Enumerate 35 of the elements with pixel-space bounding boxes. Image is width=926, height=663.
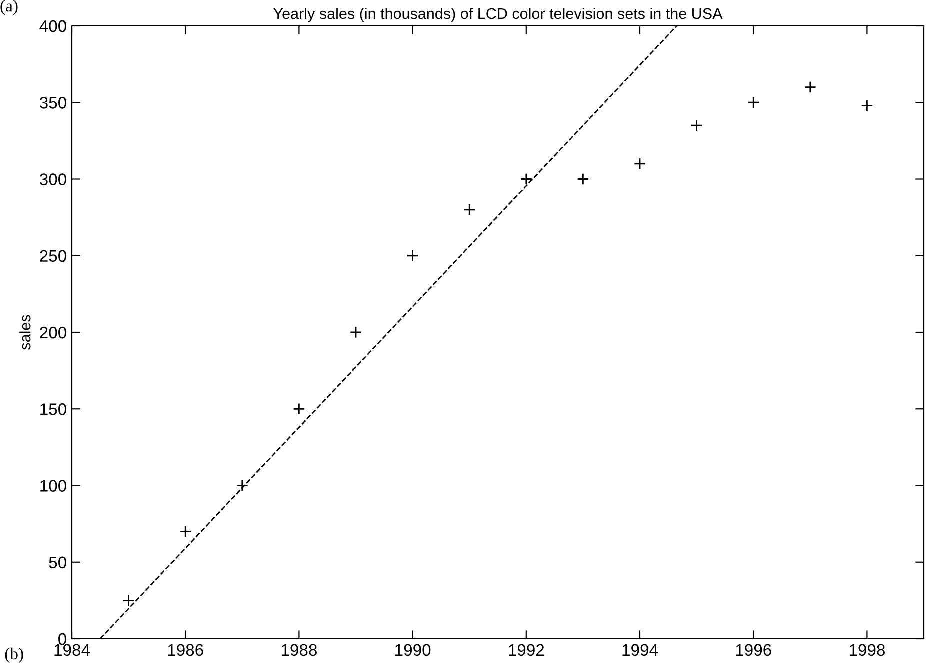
y-tick-label: 300 (40, 174, 66, 186)
x-tick-label: 1994 (622, 644, 658, 656)
y-tick-label: 150 (40, 404, 66, 416)
point (690, 120, 703, 132)
point (122, 594, 135, 607)
y-tick-label: 50 (49, 556, 66, 569)
y-tick-label: 400 (40, 20, 66, 32)
point (464, 204, 476, 216)
point (236, 480, 248, 492)
x-tick-label: 1986 (168, 644, 204, 656)
point (350, 326, 362, 339)
point (577, 173, 590, 186)
y-tick-label: 350 (40, 97, 66, 109)
y-tick-label: 0 (58, 633, 66, 646)
y-tick-label: 250 (40, 250, 66, 262)
x-tick-label: 1990 (396, 644, 431, 656)
x-tick-label: 1998 (850, 644, 886, 656)
point (293, 403, 306, 416)
chart-title: Yearly sales (in thousands) of LCD color television sets in the USA (274, 8, 723, 22)
point (180, 526, 192, 538)
point (406, 250, 419, 262)
y-tick-label: 100 (40, 480, 66, 492)
y-tick-label: 200 (40, 326, 66, 339)
x-tick-label: 1984 (54, 644, 90, 656)
point (861, 100, 874, 112)
point (748, 96, 760, 109)
point (634, 158, 646, 170)
point (804, 81, 816, 94)
x-tick-label: 1996 (736, 644, 772, 656)
x-tick-label: 1988 (282, 644, 318, 656)
point (520, 173, 532, 186)
text: (b) (5, 648, 24, 663)
x-tick-label: 1992 (509, 644, 544, 656)
text: (a) (0, 0, 18, 16)
y-axis-title: sales (20, 315, 31, 350)
